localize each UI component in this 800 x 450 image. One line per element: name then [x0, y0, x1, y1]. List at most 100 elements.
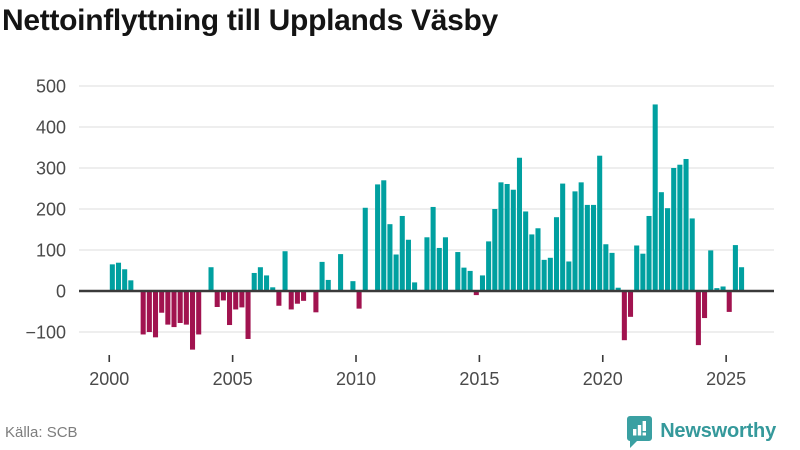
- bar-2015Q3: [492, 209, 498, 291]
- bar-2008Q2: [313, 291, 319, 313]
- bar-2011Q1: [381, 180, 387, 291]
- bar-2015Q4: [498, 182, 504, 291]
- x-axis-label-2020: 2020: [583, 369, 623, 389]
- bar-2017Q4: [547, 257, 553, 291]
- bar-2022Q1: [652, 104, 658, 291]
- bar-2007Q2: [288, 291, 294, 310]
- bar-2011Q2: [387, 224, 393, 291]
- bar-2005Q3: [245, 291, 251, 339]
- bar-2006Q2: [264, 275, 270, 291]
- bar-2014Q4: [473, 291, 479, 296]
- bar-2025Q3: [739, 267, 745, 291]
- y-axis-label-100: 100: [36, 241, 66, 261]
- bar-2020Q1: [603, 244, 609, 291]
- bar-2004Q2: [214, 291, 220, 307]
- bar-2009Q2: [338, 254, 344, 291]
- bar-2010Q4: [375, 184, 381, 291]
- y-axis-label-0: 0: [56, 282, 66, 302]
- bar-2020Q4: [621, 291, 627, 341]
- bar-2004Q4: [227, 291, 233, 326]
- bar-2016Q1: [504, 183, 510, 291]
- bar-2006Q4: [276, 291, 282, 306]
- bar-2008Q4: [325, 279, 331, 291]
- bar-2008Q3: [319, 261, 325, 291]
- bar-2017Q1: [529, 234, 535, 291]
- bar-2011Q4: [399, 215, 405, 291]
- bar-2011Q3: [393, 254, 399, 291]
- bar-2012Q2: [412, 282, 418, 291]
- bar-2015Q1: [479, 275, 485, 291]
- bar-2014Q1: [455, 252, 461, 291]
- bar-2020Q2: [609, 252, 615, 291]
- bar-2002Q4: [177, 291, 183, 323]
- bar-2001Q4: [152, 291, 159, 338]
- bar-2015Q2: [486, 241, 492, 291]
- bar-2024Q2: [708, 250, 714, 291]
- bar-2007Q1: [282, 251, 288, 291]
- bar-2012Q4: [424, 237, 430, 291]
- bar-2012Q1: [405, 239, 411, 291]
- x-axis-label-2015: 2015: [459, 369, 499, 389]
- bar-2022Q3: [665, 208, 671, 291]
- bar-2025Q1: [726, 291, 732, 312]
- bar-2005Q4: [251, 272, 257, 291]
- bar-2013Q3: [442, 237, 448, 291]
- bar-2013Q1: [430, 206, 436, 291]
- bar-2000Q2: [115, 262, 122, 291]
- y-axis-label-500: 500: [36, 77, 66, 97]
- bar-2002Q2: [165, 291, 171, 325]
- bar-2001Q2: [140, 291, 146, 335]
- bar-2007Q4: [301, 291, 307, 301]
- bar-2019Q4: [597, 155, 603, 291]
- bar-2004Q3: [220, 291, 226, 301]
- bar-2018Q3: [566, 261, 572, 291]
- bar-2019Q2: [584, 204, 590, 291]
- bar-2022Q4: [671, 168, 677, 291]
- bar-2002Q1: [159, 291, 165, 313]
- bar-2006Q3: [270, 287, 276, 291]
- x-axis-label-2005: 2005: [213, 369, 253, 389]
- bar-2005Q1: [233, 291, 239, 310]
- x-axis-label-2000: 2000: [89, 369, 129, 389]
- bar-2000Q4: [128, 280, 134, 291]
- bar-2018Q1: [553, 217, 560, 291]
- bar-2003Q2: [189, 291, 196, 350]
- bar-2025Q2: [732, 245, 738, 291]
- bar-2021Q3: [640, 253, 646, 291]
- source-note: Källa: SCB: [5, 424, 78, 441]
- bar-2005Q2: [239, 291, 245, 308]
- bar-2000Q1: [109, 264, 115, 291]
- bar-2017Q3: [541, 259, 547, 291]
- bar-2023Q4: [695, 291, 701, 346]
- bar-2021Q1: [627, 291, 634, 317]
- bar-2004Q1: [208, 267, 214, 291]
- x-axis-label-2010: 2010: [336, 369, 376, 389]
- bar-2019Q1: [578, 182, 584, 291]
- brand-logo: Newsworthy: [626, 414, 776, 448]
- bar-2024Q3: [714, 288, 720, 291]
- bar-2024Q4: [720, 286, 726, 291]
- bar-2016Q4: [523, 211, 529, 291]
- bar-2022Q2: [658, 192, 664, 291]
- bar-2007Q3: [294, 291, 300, 304]
- y-axis-label-400: 400: [36, 118, 66, 138]
- bar-2013Q2: [436, 247, 442, 291]
- bar-2019Q3: [590, 204, 597, 291]
- bar-2006Q1: [257, 267, 263, 291]
- bar-2017Q2: [535, 228, 541, 291]
- bar-2016Q2: [510, 189, 516, 291]
- x-axis-label-2025: 2025: [706, 369, 746, 389]
- bar-2009Q4: [350, 281, 356, 291]
- bar-2003Q3: [196, 291, 202, 335]
- chart-title: Nettoinflyttning till Upplands Väsby: [2, 4, 498, 37]
- newsworthy-badge-icon: [627, 415, 653, 448]
- bar-2018Q4: [572, 191, 578, 291]
- bar-2014Q3: [467, 270, 473, 291]
- y-axis-label-300: 300: [36, 159, 66, 179]
- bar-2021Q2: [634, 245, 640, 291]
- bar-2010Q2: [362, 207, 368, 291]
- y-axis-label--100: −100: [25, 323, 66, 343]
- bar-2000Q3: [122, 269, 128, 291]
